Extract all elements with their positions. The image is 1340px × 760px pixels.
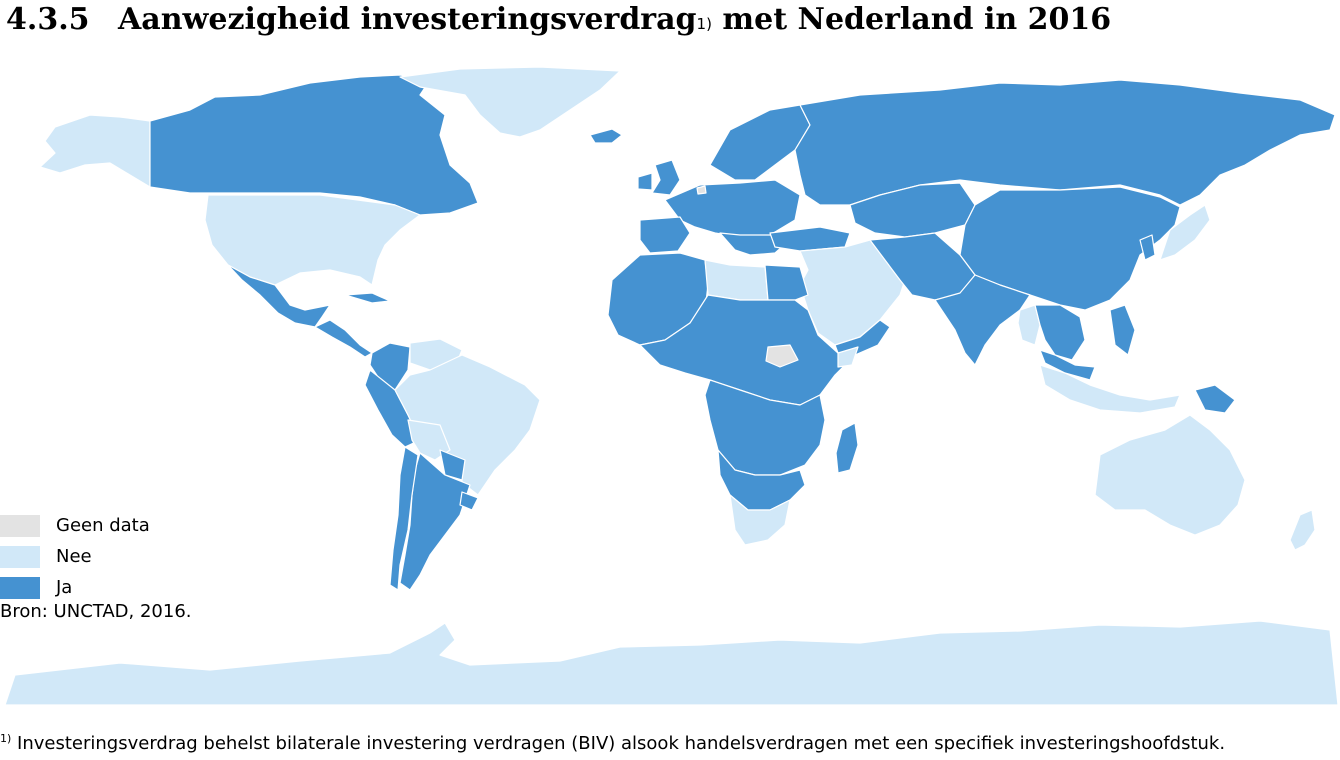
- legend-item-geen-data: Geen data: [0, 510, 150, 541]
- country-malaysia: [1039, 349, 1096, 381]
- country-new-zealand: [1289, 509, 1316, 551]
- country-norway-sweden-finland: [709, 104, 811, 181]
- country-egypt: [764, 264, 809, 301]
- legend-label: Nee: [56, 546, 92, 567]
- country-central-america: [314, 319, 373, 358]
- footnote-marker: 1): [0, 732, 12, 745]
- country-alaska: [39, 114, 151, 188]
- legend-label: Geen data: [56, 515, 150, 536]
- legend: Geen data Nee Ja: [0, 510, 150, 603]
- country-indochina: [1034, 304, 1086, 361]
- country-iceland: [589, 128, 623, 144]
- chart-title: 4.3.5 Aanwezigheid investeringsverdrag1) …: [6, 0, 1111, 40]
- country-india: [934, 274, 1031, 366]
- legend-item-nee: Nee: [0, 541, 150, 572]
- source-note: Bron: UNCTAD, 2016.: [0, 601, 192, 622]
- country-brazil: [394, 354, 541, 496]
- country-chile: [389, 446, 419, 591]
- country-philippines: [1109, 304, 1136, 356]
- country-iberia: [639, 216, 691, 254]
- country-somalia: [837, 346, 859, 368]
- footnote: 1) Investeringsverdrag behelst bilateral…: [0, 732, 1226, 754]
- chart-number: 4.3.5: [6, 2, 90, 37]
- country-uruguay: [459, 491, 479, 511]
- world-map: [4, 66, 1339, 705]
- country-madagascar: [835, 422, 859, 474]
- country-canada: [149, 74, 479, 216]
- legend-item-ja: Ja: [0, 572, 150, 603]
- country-libya: [704, 259, 769, 301]
- country-papua-new-guinea: [1194, 384, 1236, 414]
- chart-title-suffix: met Nederland in 2016: [722, 2, 1112, 37]
- legend-swatch-ja: [0, 576, 40, 599]
- legend-label: Ja: [56, 577, 73, 598]
- country-mexico: [227, 264, 331, 328]
- legend-swatch-nee: [0, 545, 40, 568]
- antarctica: [4, 620, 1339, 705]
- chart-title-text: Aanwezigheid investeringsverdrag: [118, 2, 697, 37]
- country-japan: [1159, 204, 1211, 261]
- country-paraguay: [439, 449, 466, 481]
- legend-swatch-geen-data: [0, 514, 40, 537]
- country-indonesia: [1039, 364, 1181, 414]
- country-southern-africa: [717, 449, 806, 511]
- country-greenland: [399, 66, 621, 138]
- country-usa: [204, 194, 421, 286]
- country-australia: [1094, 414, 1246, 536]
- country-uk: [651, 159, 681, 196]
- country-south-sudan: [765, 344, 799, 368]
- country-russia: [794, 79, 1336, 206]
- country-netherlands: [696, 185, 707, 195]
- country-south-africa: [729, 494, 791, 546]
- country-cuba: [344, 292, 391, 304]
- country-ireland: [637, 172, 653, 191]
- footnote-text: Investeringsverdrag behelst bilaterale i…: [17, 733, 1226, 754]
- country-korea: [1139, 234, 1156, 261]
- title-footnote-marker: 1): [696, 15, 712, 33]
- country-central-africa: [704, 379, 826, 476]
